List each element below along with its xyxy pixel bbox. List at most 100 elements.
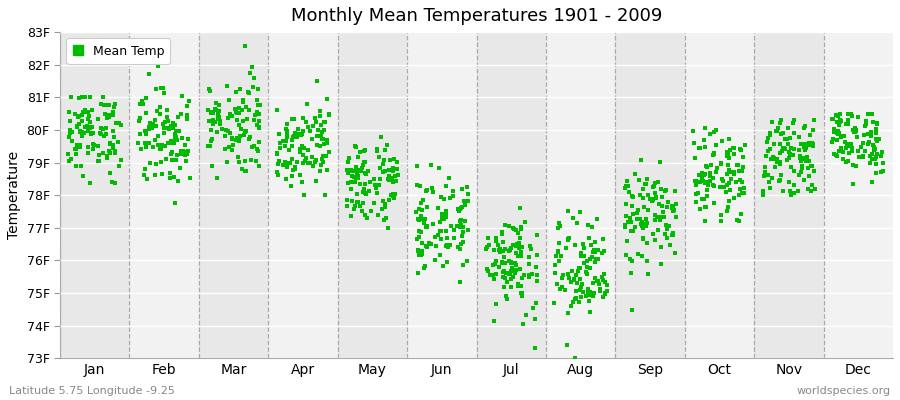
Point xyxy=(805,140,819,147)
Point xyxy=(720,207,734,214)
Point xyxy=(764,118,778,125)
Point xyxy=(591,256,606,262)
Point xyxy=(383,175,398,181)
Point xyxy=(315,156,329,162)
Point xyxy=(508,270,522,276)
Point xyxy=(481,268,495,274)
Point xyxy=(557,287,572,294)
Point xyxy=(842,150,856,156)
Point xyxy=(734,190,749,196)
Point xyxy=(70,123,85,129)
Point xyxy=(646,184,661,190)
Point xyxy=(842,142,856,149)
Point xyxy=(530,272,544,278)
Point xyxy=(707,150,722,157)
Point xyxy=(208,106,222,113)
Point xyxy=(130,140,145,146)
Point xyxy=(515,292,529,299)
Point xyxy=(80,128,94,134)
Point xyxy=(706,200,721,207)
Point xyxy=(152,144,166,150)
Point xyxy=(83,119,97,125)
Point xyxy=(732,218,746,224)
Point xyxy=(793,153,807,159)
Point xyxy=(757,173,771,179)
Point xyxy=(515,275,529,282)
Point xyxy=(782,179,796,185)
Point xyxy=(804,188,818,194)
Point xyxy=(504,268,518,274)
Point xyxy=(580,271,594,278)
Point xyxy=(376,216,391,223)
Point xyxy=(271,160,285,167)
Point xyxy=(498,259,512,266)
Point xyxy=(168,134,183,140)
Point xyxy=(388,191,402,197)
Point xyxy=(636,225,651,232)
Point xyxy=(353,149,367,155)
Point xyxy=(639,181,653,187)
Point xyxy=(847,129,861,136)
Point xyxy=(229,109,243,116)
Point xyxy=(572,264,586,271)
Point xyxy=(547,300,562,306)
Point xyxy=(224,135,238,141)
Point xyxy=(73,128,87,134)
Point xyxy=(698,180,712,187)
Point xyxy=(386,179,400,185)
Point xyxy=(791,188,806,194)
Point xyxy=(876,160,890,166)
Point xyxy=(424,162,438,168)
Point xyxy=(348,175,363,182)
Point xyxy=(658,188,672,194)
Point xyxy=(378,147,392,154)
Point xyxy=(65,138,79,144)
Point xyxy=(582,256,597,262)
Point xyxy=(652,201,666,208)
Point xyxy=(208,106,222,113)
Point xyxy=(833,145,848,151)
Point xyxy=(506,274,520,280)
Point xyxy=(273,140,287,146)
Point xyxy=(112,120,126,126)
Point xyxy=(241,90,256,96)
Point xyxy=(787,146,801,152)
Point xyxy=(174,150,188,157)
Point xyxy=(179,116,194,122)
Point xyxy=(491,242,505,248)
Point xyxy=(830,128,844,135)
Point xyxy=(451,206,465,212)
Point xyxy=(86,141,100,147)
Point xyxy=(592,288,607,294)
Point xyxy=(313,143,328,149)
Point xyxy=(292,130,307,137)
Point xyxy=(722,136,736,143)
Point xyxy=(320,140,335,147)
Point xyxy=(278,159,293,166)
Point xyxy=(715,138,729,144)
Point xyxy=(709,126,724,133)
Point xyxy=(706,175,720,181)
Point xyxy=(308,159,322,166)
Point xyxy=(369,185,383,192)
Point xyxy=(241,136,256,142)
Point xyxy=(871,136,886,142)
Point xyxy=(434,228,448,234)
Point xyxy=(788,130,802,137)
Point xyxy=(802,140,816,146)
Point xyxy=(438,182,453,189)
Point xyxy=(286,167,301,174)
Point xyxy=(617,224,632,230)
Point xyxy=(212,114,226,120)
Point xyxy=(107,104,122,110)
Point xyxy=(378,168,392,175)
Point xyxy=(75,129,89,135)
Point xyxy=(203,138,218,144)
Point xyxy=(845,161,859,168)
Point xyxy=(577,253,591,259)
Point xyxy=(839,159,853,166)
Point xyxy=(847,125,861,132)
Point xyxy=(511,282,526,289)
Point xyxy=(709,165,724,171)
Point xyxy=(286,116,301,122)
